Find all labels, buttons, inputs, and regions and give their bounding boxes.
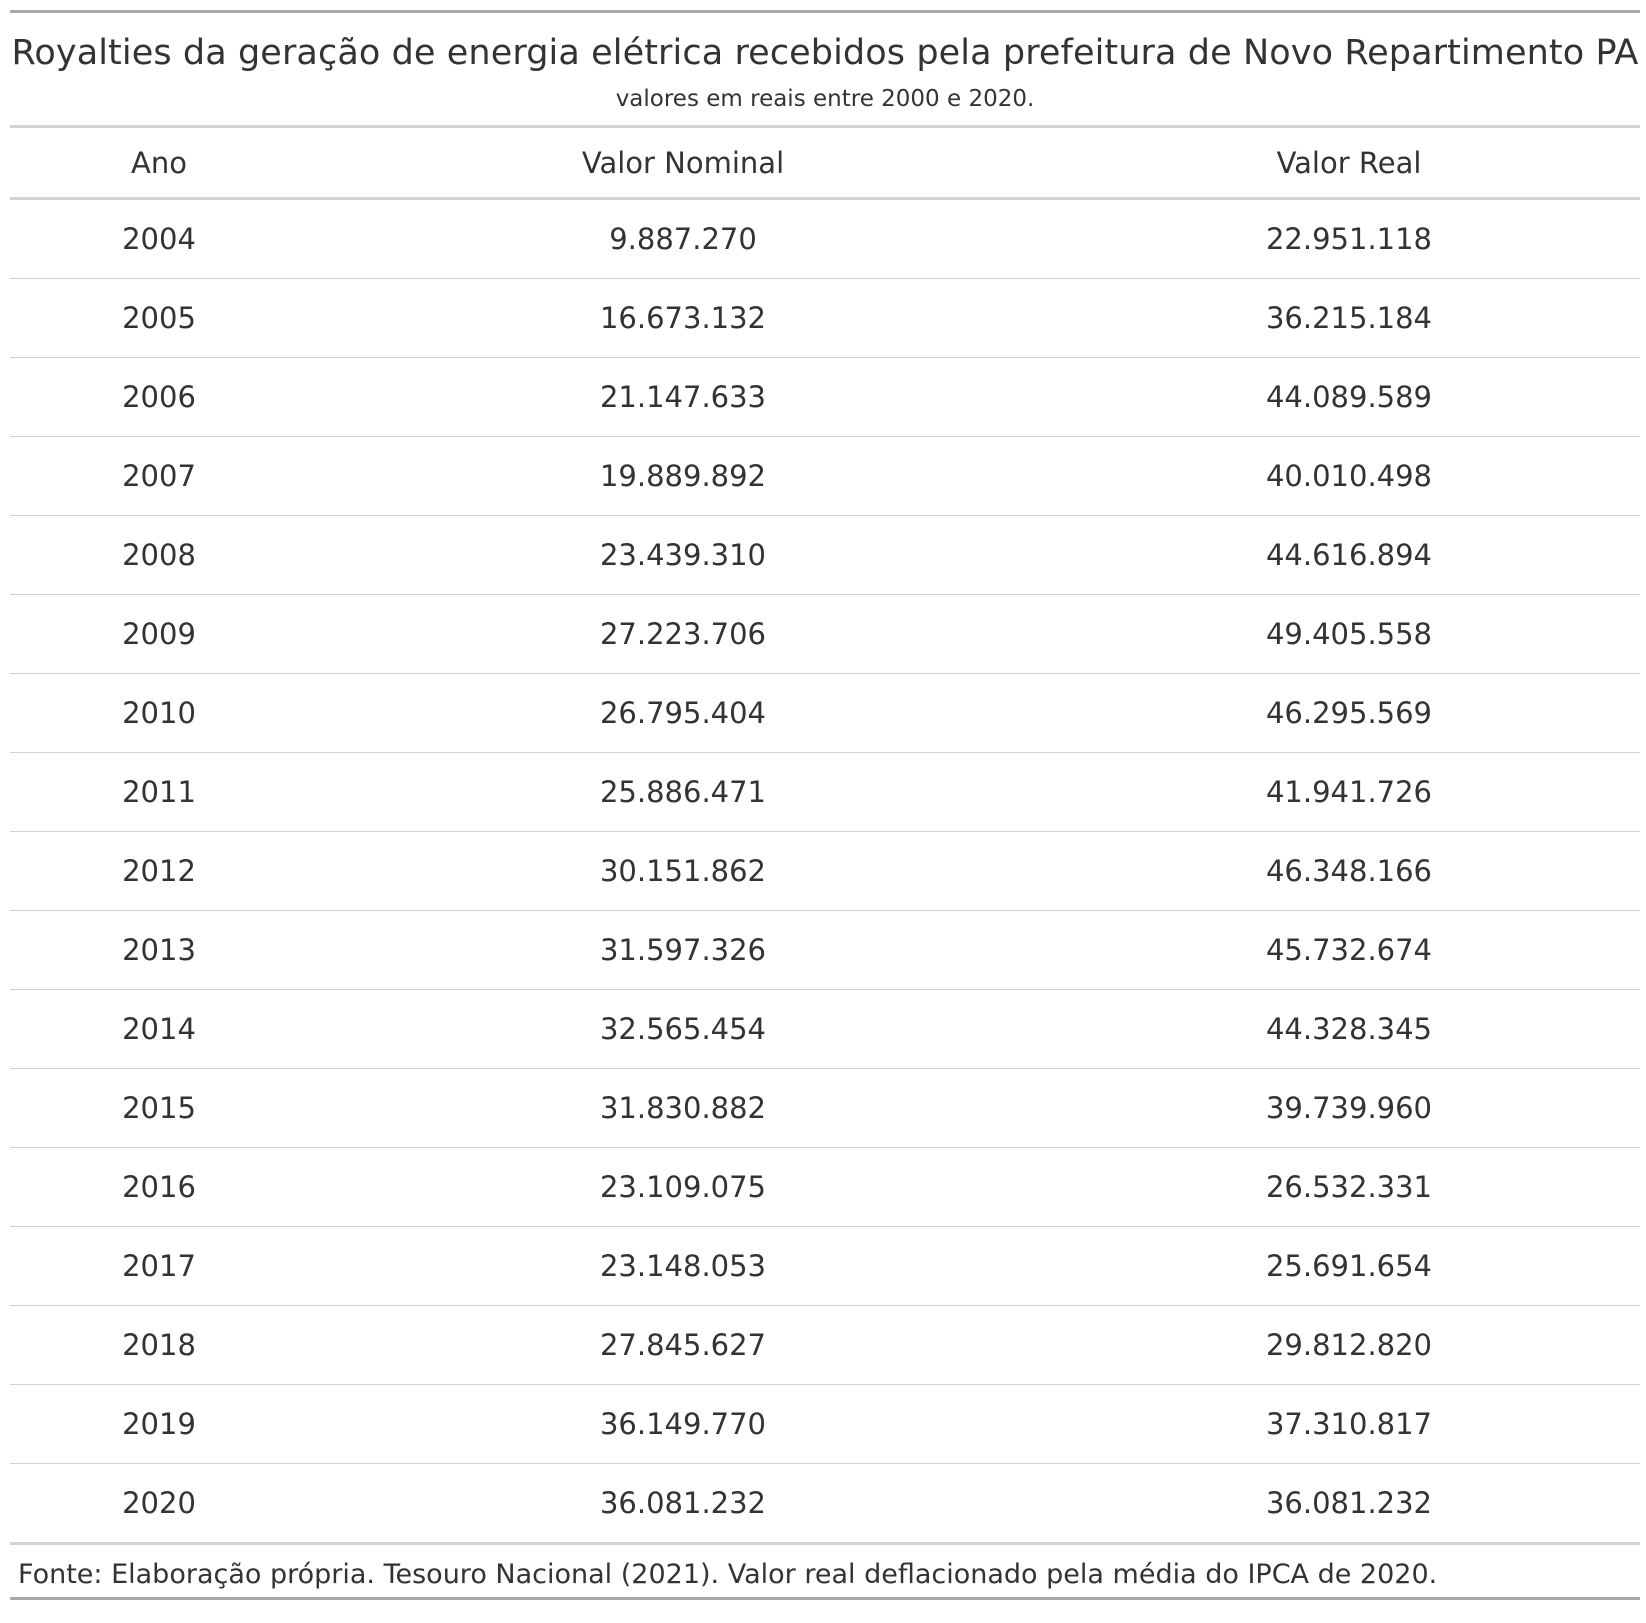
cell-valor-real: 44.328.345 — [1058, 989, 1640, 1069]
cell-valor-real: 49.405.558 — [1058, 594, 1640, 674]
source-footnote: Fonte: Elaboração própria. Tesouro Nacio… — [18, 1559, 1438, 1590]
cell-ano: 2013 — [10, 910, 308, 990]
cell-valor-nominal: 31.597.326 — [308, 910, 1058, 990]
cell-valor-nominal: 21.147.633 — [308, 357, 1058, 437]
cell-ano: 2014 — [10, 989, 308, 1069]
cell-ano: 2009 — [10, 594, 308, 674]
cell-valor-real: 40.010.498 — [1058, 436, 1640, 516]
cell-valor-nominal: 27.845.627 — [308, 1305, 1058, 1385]
cell-ano: 2004 — [10, 198, 308, 279]
table-row: 2013 31.597.326 45.732.674 — [10, 910, 1640, 990]
cell-ano: 2006 — [10, 357, 308, 437]
cell-valor-nominal: 25.886.471 — [308, 752, 1058, 832]
table-row: 2015 31.830.882 39.739.960 — [10, 1068, 1640, 1148]
table-row: 2010 26.795.404 46.295.569 — [10, 673, 1640, 753]
table-row: 2016 23.109.075 26.532.331 — [10, 1147, 1640, 1227]
cell-valor-real: 46.348.166 — [1058, 831, 1640, 911]
table-row: 2012 30.151.862 46.348.166 — [10, 831, 1640, 911]
header-top-rule — [10, 125, 1640, 128]
cell-ano: 2015 — [10, 1068, 308, 1148]
table-row: 2006 21.147.633 44.089.589 — [10, 357, 1640, 437]
table-row: 2018 27.845.627 29.812.820 — [10, 1305, 1640, 1385]
table-row: 2014 32.565.454 44.328.345 — [10, 989, 1640, 1069]
data-table: Ano Valor Nominal Valor Real 2004 9.887.2… — [10, 128, 1640, 1545]
cell-valor-real: 26.532.331 — [1058, 1147, 1640, 1227]
cell-valor-real: 41.941.726 — [1058, 752, 1640, 832]
cell-ano: 2011 — [10, 752, 308, 832]
cell-valor-nominal: 26.795.404 — [308, 673, 1058, 753]
cell-valor-real: 36.215.184 — [1058, 278, 1640, 358]
cell-ano: 2010 — [10, 673, 308, 753]
cell-valor-real: 37.310.817 — [1058, 1384, 1640, 1464]
table-row: 2008 23.439.310 44.616.894 — [10, 515, 1640, 595]
cell-valor-real: 22.951.118 — [1058, 198, 1640, 279]
table-row: 2019 36.149.770 37.310.817 — [10, 1384, 1640, 1464]
cell-ano: 2018 — [10, 1305, 308, 1385]
column-header-ano: Ano — [10, 128, 308, 200]
cell-valor-real: 45.732.674 — [1058, 910, 1640, 990]
table-title: Royalties da geração de energia elétrica… — [11, 33, 1639, 73]
table-body: 2004 9.887.270 22.951.118 2005 16.673.132 36.… — [10, 198, 1640, 1545]
cell-ano: 2007 — [10, 436, 308, 516]
table-subtitle: valores em reais entre 2000 e 2020. — [615, 86, 1035, 112]
bottom-rule — [10, 1597, 1640, 1600]
cell-valor-real: 39.739.960 — [1058, 1068, 1640, 1148]
column-header-valor-real: Valor Real — [1058, 128, 1640, 200]
cell-valor-nominal: 19.889.892 — [308, 436, 1058, 516]
table-row: 2005 16.673.132 36.215.184 — [10, 278, 1640, 358]
cell-valor-nominal: 16.673.132 — [308, 278, 1058, 358]
cell-ano: 2008 — [10, 515, 308, 595]
column-header-valor-nominal: Valor Nominal — [308, 128, 1058, 200]
top-rule — [10, 10, 1640, 13]
cell-valor-real: 25.691.654 — [1058, 1226, 1640, 1306]
table-row: 2009 27.223.706 49.405.558 — [10, 594, 1640, 674]
royalties-table: Royalties da geração de energia elétrica… — [10, 10, 1640, 1600]
cell-valor-nominal: 23.109.075 — [308, 1147, 1058, 1227]
cell-valor-nominal: 9.887.270 — [308, 198, 1058, 279]
cell-valor-nominal: 30.151.862 — [308, 831, 1058, 911]
cell-valor-nominal: 23.148.053 — [308, 1226, 1058, 1306]
cell-ano: 2016 — [10, 1147, 308, 1227]
cell-valor-real: 44.616.894 — [1058, 515, 1640, 595]
cell-ano: 2005 — [10, 278, 308, 358]
cell-valor-nominal: 36.081.232 — [308, 1463, 1058, 1545]
cell-ano: 2020 — [10, 1463, 308, 1545]
cell-valor-nominal: 32.565.454 — [308, 989, 1058, 1069]
cell-ano: 2012 — [10, 831, 308, 911]
cell-valor-nominal: 36.149.770 — [308, 1384, 1058, 1464]
cell-valor-real: 29.812.820 — [1058, 1305, 1640, 1385]
cell-ano: 2019 — [10, 1384, 308, 1464]
cell-valor-nominal: 31.830.882 — [308, 1068, 1058, 1148]
table-row: 2020 36.081.232 36.081.232 — [10, 1463, 1640, 1545]
table-row: 2004 9.887.270 22.951.118 — [10, 198, 1640, 279]
cell-valor-real: 36.081.232 — [1058, 1463, 1640, 1545]
table-row: 2017 23.148.053 25.691.654 — [10, 1226, 1640, 1306]
cell-valor-real: 44.089.589 — [1058, 357, 1640, 437]
cell-valor-nominal: 23.439.310 — [308, 515, 1058, 595]
cell-valor-real: 46.295.569 — [1058, 673, 1640, 753]
table-row: 2007 19.889.892 40.010.498 — [10, 436, 1640, 516]
cell-valor-nominal: 27.223.706 — [308, 594, 1058, 674]
table-row: 2011 25.886.471 41.941.726 — [10, 752, 1640, 832]
cell-ano: 2017 — [10, 1226, 308, 1306]
header-row: Ano Valor Nominal Valor Real — [10, 128, 1640, 200]
